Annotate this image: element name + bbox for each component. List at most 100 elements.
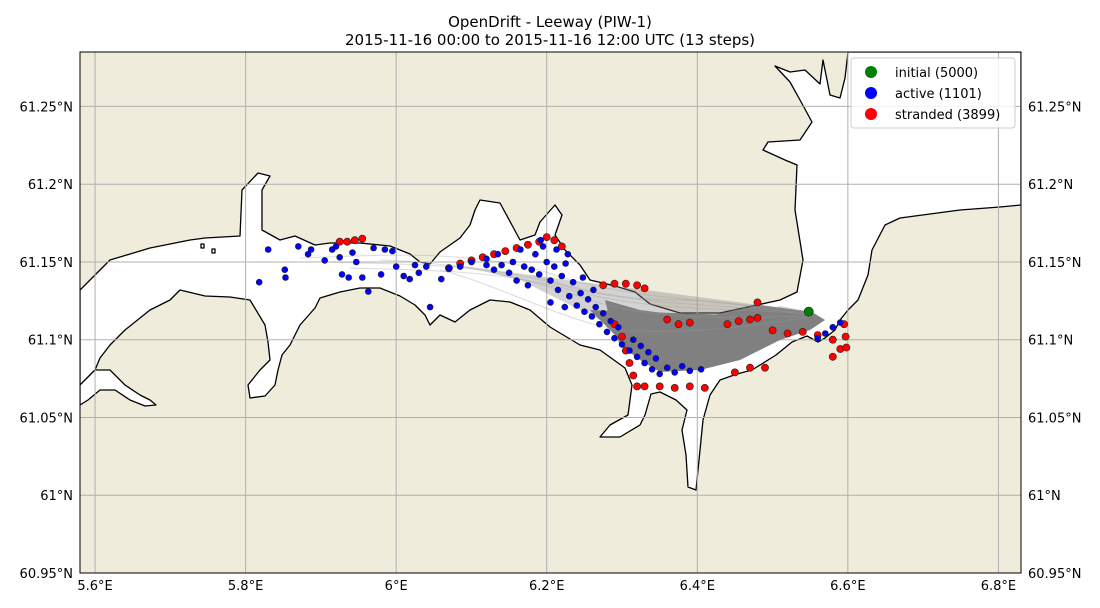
active-point xyxy=(645,348,652,356)
active-point xyxy=(498,261,505,269)
active-point xyxy=(618,341,626,348)
active-point xyxy=(584,295,592,303)
active-point xyxy=(565,292,573,300)
active-point xyxy=(400,272,408,280)
active-point xyxy=(437,275,445,283)
active-particles xyxy=(255,236,844,378)
active-point xyxy=(426,303,434,311)
active-point xyxy=(821,330,829,337)
chart-title: OpenDrift - Leeway (PIW-1) xyxy=(448,13,652,31)
stranded-point xyxy=(700,383,709,392)
stranded-point xyxy=(625,359,634,367)
lat-tick-label: 61.25°N xyxy=(1028,100,1081,115)
stranded-point xyxy=(685,318,694,327)
stranded-point xyxy=(358,234,367,243)
stranded-point xyxy=(633,382,641,391)
stranded-point xyxy=(550,236,559,245)
stranded-point xyxy=(685,382,694,391)
active-point xyxy=(524,281,532,289)
active-point xyxy=(539,243,547,250)
active-point xyxy=(543,258,551,266)
stranded-point xyxy=(768,326,777,335)
lat-tick-label: 61.1°N xyxy=(1028,334,1073,349)
active-point xyxy=(349,249,356,256)
latitude-tick-labels-right: 60.95°N 61°N 61.05°N 61.1°N 61.15°N 61.2°N 61.… xyxy=(1028,100,1081,582)
active-point xyxy=(513,277,520,284)
stranded-point xyxy=(629,371,638,380)
active-point xyxy=(607,317,615,325)
stranded-point xyxy=(633,281,641,290)
lat-tick-label: 61.05°N xyxy=(1028,411,1081,426)
latitude-tick-labels-left: 60.95°N 61°N 61.05°N 61.1°N 61.15°N 61.2°N 61.… xyxy=(20,100,73,582)
active-point xyxy=(456,263,464,270)
active-point xyxy=(381,246,389,253)
legend-item-initial: initial (5000) xyxy=(865,66,978,81)
active-point xyxy=(468,258,475,266)
lat-tick-label: 61°N xyxy=(1028,489,1061,504)
active-point xyxy=(554,286,562,294)
active-point xyxy=(629,336,637,344)
active-point xyxy=(836,319,844,326)
stranded-point xyxy=(746,315,754,324)
stranded-point xyxy=(753,298,762,307)
active-point xyxy=(411,261,419,269)
active-point xyxy=(590,286,597,294)
active-point xyxy=(611,334,618,342)
active-point xyxy=(370,244,377,252)
active-point xyxy=(304,250,312,258)
lon-tick-label: 6°E xyxy=(385,579,408,594)
legend-item-stranded: stranded (3899) xyxy=(865,108,1000,123)
active-point xyxy=(307,246,315,253)
active-point xyxy=(614,323,622,331)
lat-tick-label: 60.95°N xyxy=(1028,567,1081,582)
stranded-point xyxy=(842,343,851,352)
legend-box xyxy=(850,57,1016,129)
stranded-point xyxy=(655,382,664,391)
lon-tick-label: 6.2°E xyxy=(529,579,564,594)
drift-trajectories xyxy=(299,254,825,372)
active-point xyxy=(281,266,289,274)
active-point xyxy=(652,355,660,362)
active-point xyxy=(505,269,513,277)
active-point xyxy=(547,299,554,306)
active-point xyxy=(445,264,453,272)
active-point xyxy=(579,274,587,281)
active-point xyxy=(569,278,577,286)
lat-tick-label: 61.15°N xyxy=(20,256,73,271)
active-point xyxy=(520,263,528,270)
stranded-point xyxy=(524,240,532,249)
active-point xyxy=(697,365,705,373)
active-point xyxy=(332,243,340,250)
active-point xyxy=(829,323,837,331)
active-point xyxy=(641,359,648,367)
lat-tick-label: 61.2°N xyxy=(1028,178,1073,193)
lat-tick-label: 61°N xyxy=(40,489,73,504)
lat-tick-label: 61.05°N xyxy=(20,411,73,426)
map-frame xyxy=(79,51,1022,574)
active-point xyxy=(671,369,679,376)
active-point xyxy=(377,271,385,278)
stranded-point xyxy=(343,237,352,246)
initial-point xyxy=(803,306,814,317)
stranded-point xyxy=(670,383,679,392)
stranded-point xyxy=(618,332,626,341)
lon-tick-label: 5.8°E xyxy=(228,579,263,594)
stranded-point xyxy=(621,279,630,288)
legend-label-active: active (1101) xyxy=(895,87,982,102)
active-point xyxy=(338,271,346,278)
stranded-point xyxy=(610,279,619,288)
lon-tick-label: 6.4°E xyxy=(680,579,715,594)
initial-particles xyxy=(803,306,814,317)
active-point xyxy=(509,258,517,266)
lat-tick-label: 61.25°N xyxy=(20,100,73,115)
stranded-point xyxy=(828,352,837,361)
stranded-point xyxy=(746,363,754,372)
active-point xyxy=(532,250,539,258)
active-point xyxy=(490,266,498,274)
lat-tick-label: 61.15°N xyxy=(1028,256,1081,271)
active-point xyxy=(686,367,694,375)
active-point xyxy=(577,289,584,297)
active-point xyxy=(352,258,360,266)
stranded-point xyxy=(542,233,551,241)
